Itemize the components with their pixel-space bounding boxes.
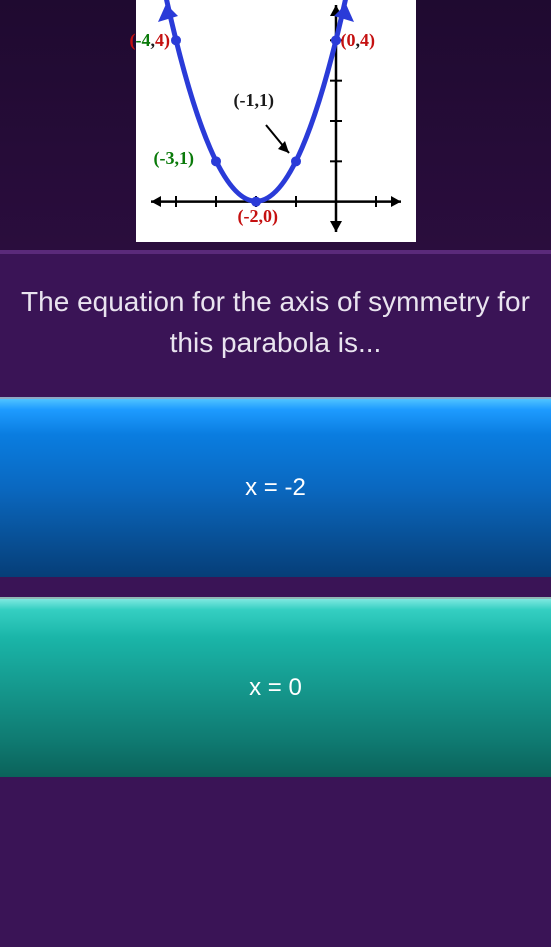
answer-label: x = -2 [245,474,306,502]
point-label: (-4,4) [130,30,171,51]
answer-label: x = 0 [249,674,302,702]
answer-option-1[interactable]: x = -2 [0,397,551,577]
question-label: The equation for the axis of symmetry fo… [21,286,530,358]
question-text: The equation for the axis of symmetry fo… [0,252,551,397]
question-image-area: (-4,4) (0,4) (-1,1) (-3,1) (-2,0) [0,0,551,252]
point-label: (-2,0) [238,206,279,227]
point-label: (-1,1) [234,90,275,111]
footer-space [0,797,551,947]
point-label: (-3,1) [154,148,195,169]
parabola-graph: (-4,4) (0,4) (-1,1) (-3,1) (-2,0) [136,0,416,242]
point-label: (0,4) [341,30,376,51]
answer-option-2[interactable]: x = 0 [0,597,551,777]
